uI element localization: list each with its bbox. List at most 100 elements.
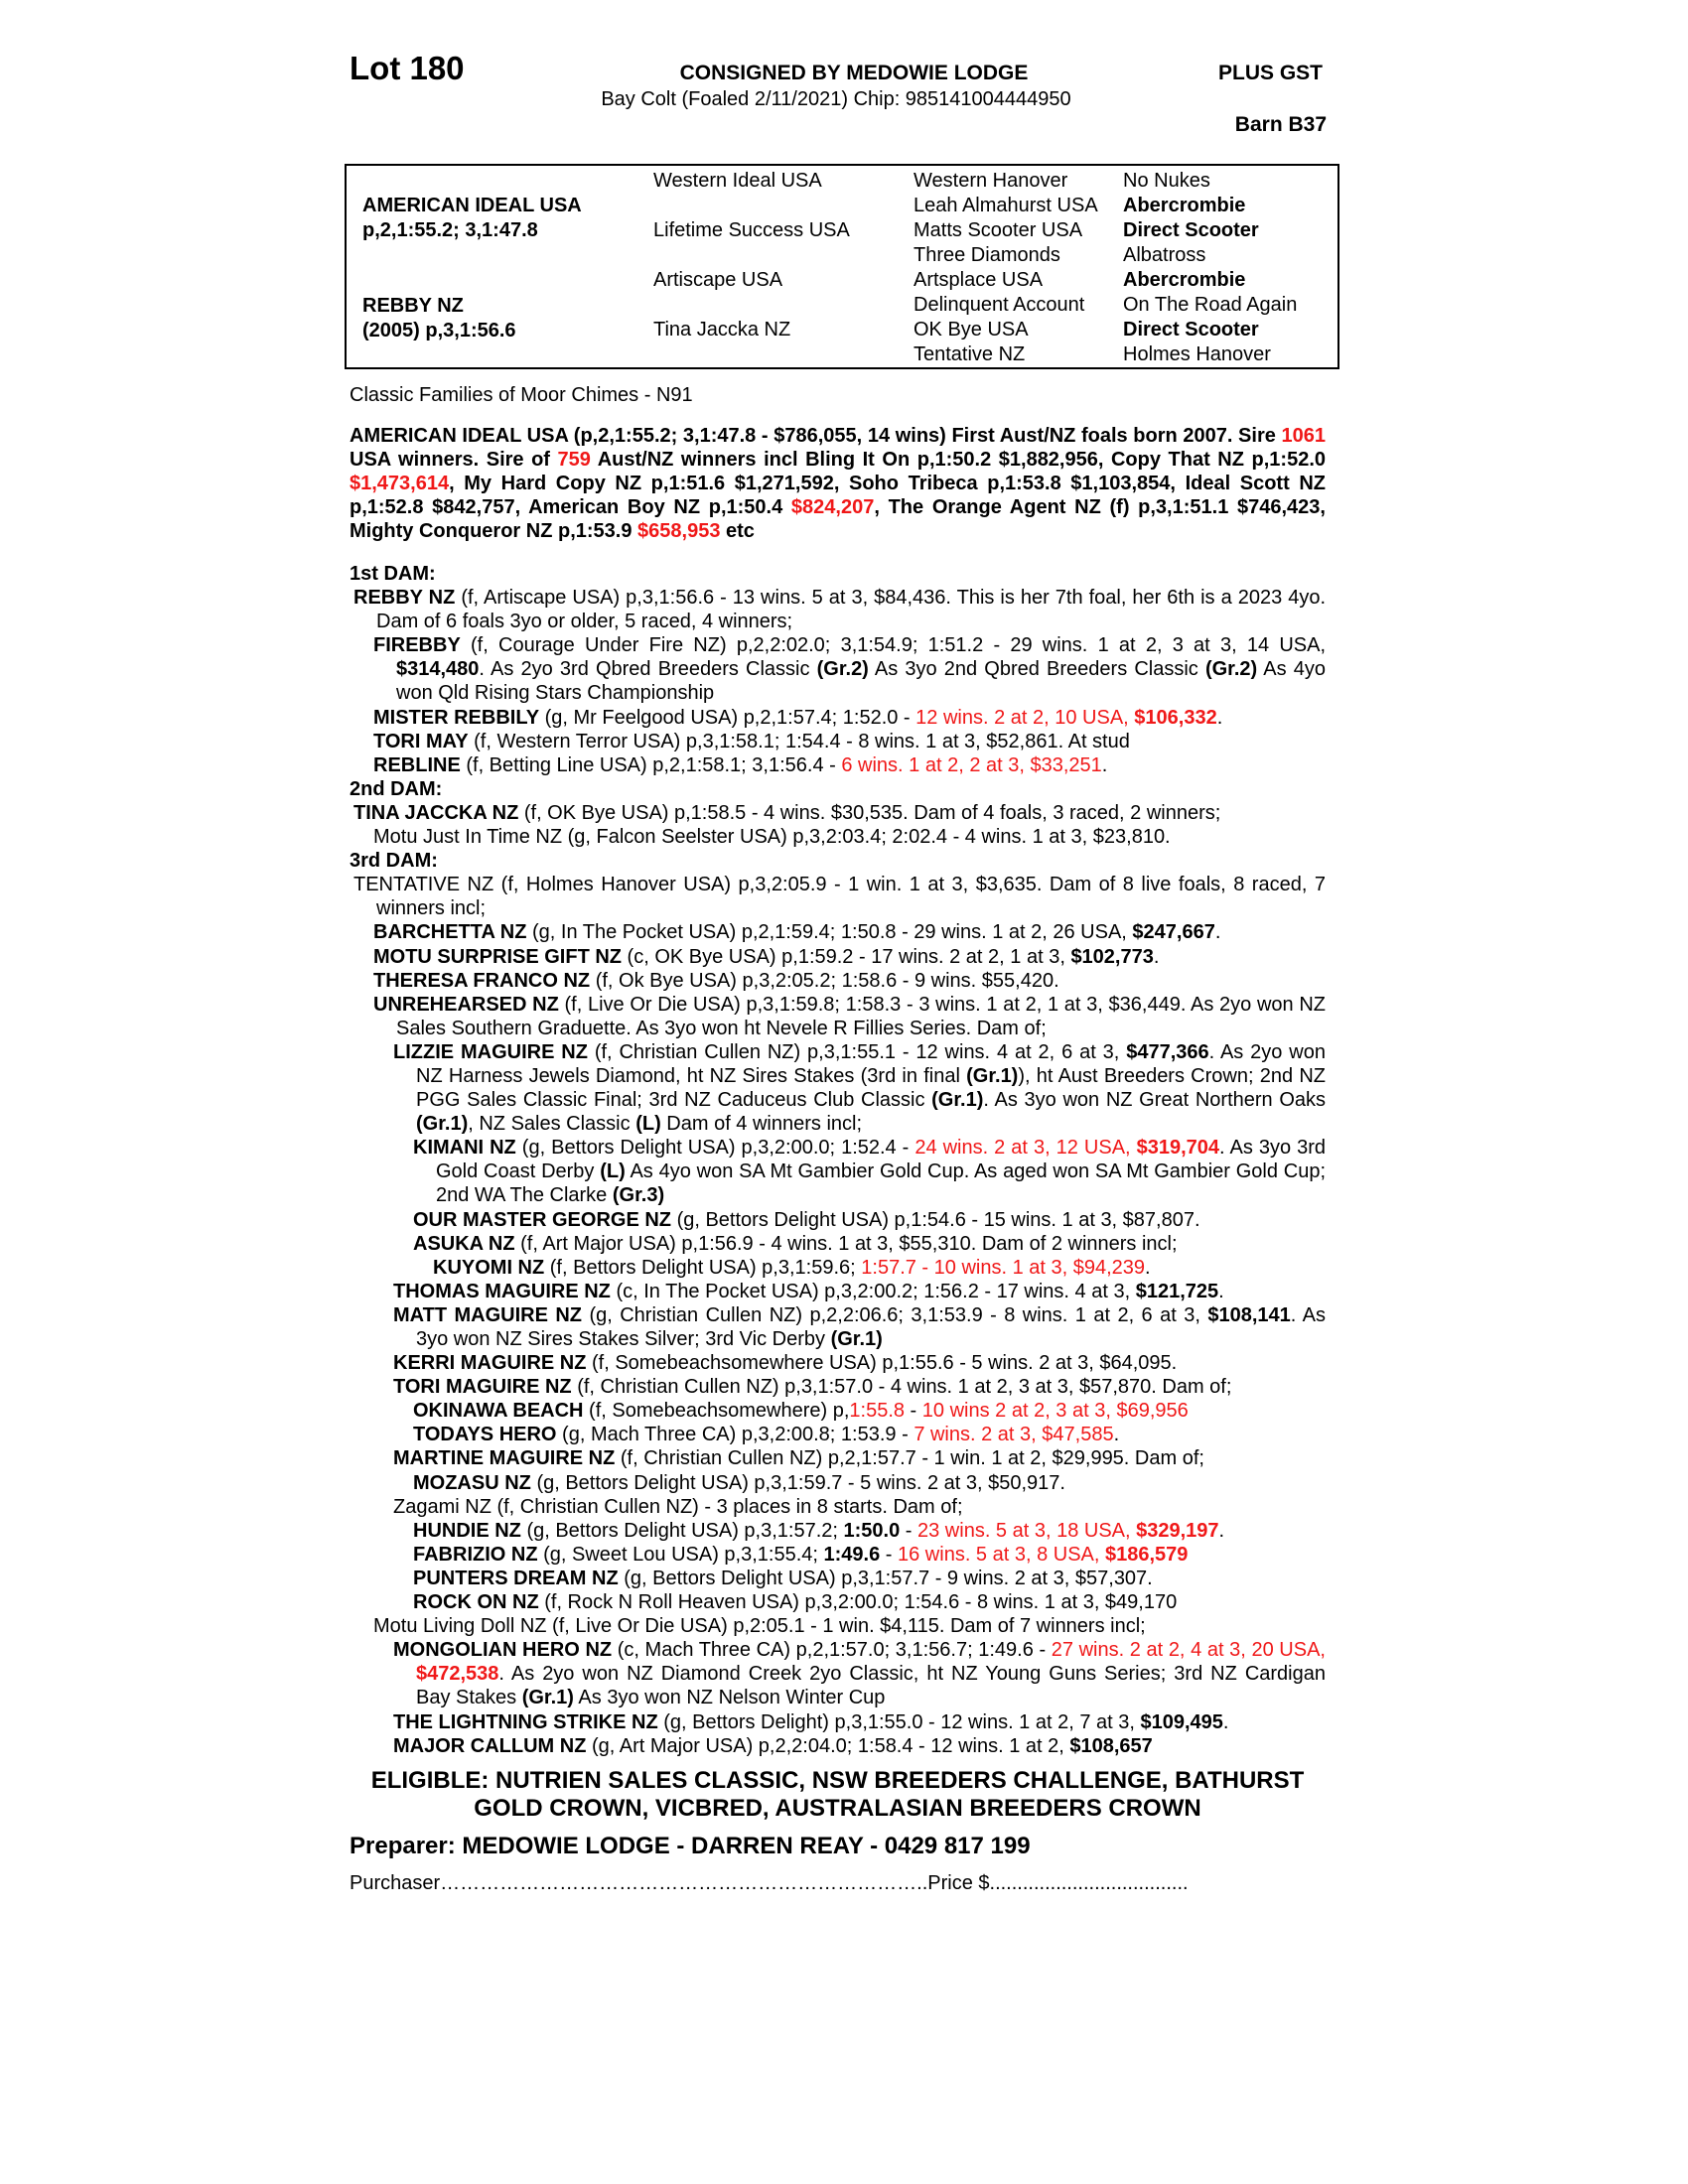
text-segment: TENTATIVE NZ (f, Holmes Hanover USA) p,3… bbox=[353, 874, 1326, 920]
pedigree-gen4-ancestor: On The Road Again bbox=[1123, 294, 1298, 316]
progeny-entry: KERRI MAGUIRE NZ (f, Somebeachsomewhere … bbox=[350, 1351, 1326, 1375]
text-segment: (g, Bettors Delight) p,3,1:55.0 - 12 win… bbox=[657, 1710, 1141, 1733]
text-segment: FIREBBY bbox=[373, 634, 461, 657]
text-segment: $658,953 bbox=[637, 520, 721, 543]
text-segment: PUNTERS DREAM NZ bbox=[413, 1567, 619, 1589]
progeny-entry: THERESA FRANCO NZ (f, Ok Bye USA) p,3,2:… bbox=[350, 969, 1326, 993]
text-segment: As 3yo 2nd Qbred Breeders Classic bbox=[868, 658, 1205, 681]
text-segment: 24 wins. 2 at 3, 12 USA, bbox=[914, 1137, 1137, 1160]
text-segment: MARTINE MAGUIRE NZ bbox=[393, 1447, 616, 1470]
price-label[interactable]: Price $.................................… bbox=[927, 1872, 1189, 1894]
text-segment: . bbox=[1153, 945, 1160, 968]
text-segment: ASUKA NZ bbox=[413, 1232, 515, 1255]
text-segment: (L) bbox=[600, 1160, 626, 1183]
progeny-entry: FIREBBY (f, Courage Under Fire NZ) p,2,2… bbox=[350, 633, 1326, 705]
text-segment: MONGOLIAN HERO NZ bbox=[393, 1639, 613, 1662]
pedigree-gen4-ancestor: Albatross bbox=[1123, 244, 1206, 266]
text-segment: 7 wins. 2 at 3, $47,585 bbox=[914, 1424, 1114, 1446]
pedigree-grandparent: Tina Jaccka NZ bbox=[653, 319, 791, 341]
progeny-entry: REBLINE (f, Betting Line USA) p,2,1:58.1… bbox=[350, 753, 1326, 777]
pedigree-great-grandparent: Three Diamonds bbox=[914, 244, 1060, 266]
text-segment: . As 2yo 3rd Qbred Breeders Classic bbox=[479, 658, 817, 681]
pedigree-gen4-ancestor: Holmes Hanover bbox=[1123, 343, 1271, 365]
text-segment: . As 3yo 3rd Gold Coast Derby bbox=[436, 1137, 1327, 1183]
text-segment: (f, Somebeachsomewhere) p, bbox=[583, 1400, 850, 1423]
text-segment: 1061 bbox=[1281, 425, 1327, 447]
progeny-entry: TORI MAY (f, Western Terror USA) p,3,1:5… bbox=[350, 730, 1326, 753]
text-segment: 23 wins. 5 at 3, 18 USA, bbox=[917, 1519, 1137, 1542]
text-segment: TORI MAY bbox=[373, 730, 469, 752]
text-segment: 1:57.7 - 10 wins. 1 at 3, $94,239 bbox=[861, 1256, 1146, 1279]
text-segment: (Gr.1) bbox=[931, 1089, 984, 1112]
text-segment: MATT MAGUIRE NZ bbox=[393, 1303, 583, 1326]
text-segment: KIMANI NZ bbox=[413, 1137, 516, 1160]
text-segment: KERRI MAGUIRE NZ bbox=[393, 1352, 587, 1375]
pedigree-great-grandparent: OK Bye USA bbox=[914, 319, 1029, 341]
text-segment: (g, Art Major USA) p,2,2:04.0; 1:58.4 - … bbox=[586, 1734, 1070, 1757]
text-segment: (f, Courage Under Fire NZ) p,2,2:02.0; 3… bbox=[460, 634, 1326, 657]
text-segment: (g, Mr Feelgood USA) p,2,1:57.4; 1:52.0 … bbox=[539, 706, 916, 729]
text-segment: (g, Christian Cullen NZ) p,2,2:06.6; 3,1… bbox=[582, 1303, 1208, 1326]
text-segment: (L) bbox=[635, 1113, 661, 1136]
text-segment: . bbox=[1218, 1280, 1224, 1302]
text-segment: (f, Bettors Delight USA) p,3,1:59.6; bbox=[544, 1256, 862, 1279]
text-segment: (f, Rock N Roll Heaven USA) p,3,2:00.0; … bbox=[538, 1591, 1178, 1614]
progeny-entry: BARCHETTA NZ (g, In The Pocket USA) p,2,… bbox=[350, 920, 1326, 944]
text-segment: $186,579 bbox=[1105, 1543, 1189, 1566]
text-segment: 1:55.8 bbox=[849, 1400, 905, 1423]
text-segment: ), ht Aust Breeders Crown; 2nd NZ PGG Sa… bbox=[416, 1064, 1326, 1112]
text-segment: $121,725 bbox=[1135, 1280, 1219, 1302]
text-segment: (g, Bettors Delight USA) p,3,1:57.2; bbox=[520, 1519, 844, 1542]
text-segment: - bbox=[880, 1543, 898, 1566]
pedigree-gen4-ancestor: Direct Scooter bbox=[1123, 319, 1259, 341]
progeny-entry: TENTATIVE NZ (f, Holmes Hanover USA) p,3… bbox=[350, 873, 1326, 920]
text-segment: . As 3yo won NZ Great Northern Oaks bbox=[983, 1089, 1327, 1112]
pedigree-great-grandparent: Western Hanover bbox=[914, 170, 1068, 192]
progeny-entry: MOTU SURPRISE GIFT NZ (c, OK Bye USA) p,… bbox=[350, 945, 1326, 969]
text-segment: $824,207 bbox=[790, 496, 875, 519]
text-segment: (g, In The Pocket USA) p,2,1:59.4; 1:50.… bbox=[526, 921, 1133, 944]
progeny-entry: KUYOMI NZ (f, Bettors Delight USA) p,3,1… bbox=[350, 1256, 1326, 1280]
text-segment: 27 wins. 2 at 2, 4 at 3, 20 USA, bbox=[1051, 1639, 1326, 1662]
text-segment: - bbox=[900, 1519, 917, 1542]
text-segment: UNREHEARSED NZ bbox=[373, 993, 559, 1016]
text-segment: (c, In The Pocket USA) p,3,2:00.2; 1:56.… bbox=[610, 1280, 1136, 1302]
text-segment: , My Hard Copy NZ p,1:51.6 $1,271,592, S… bbox=[350, 473, 1326, 519]
progeny-entry: MONGOLIAN HERO NZ (c, Mach Three CA) p,2… bbox=[350, 1638, 1326, 1709]
text-segment: (f, Somebeachsomewhere USA) p,1:55.6 - 5… bbox=[586, 1352, 1178, 1375]
text-segment: OUR MASTER GEORGE NZ bbox=[413, 1208, 672, 1231]
text-segment: $102,773 bbox=[1070, 945, 1154, 968]
eligible-text: ELIGIBLE: NUTRIEN SALES CLASSIC, NSW BRE… bbox=[370, 1767, 1305, 1822]
dam-heading: 3rd DAM: bbox=[350, 850, 438, 873]
text-segment: THERESA FRANCO NZ bbox=[373, 969, 591, 992]
family-line: Classic Families of Moor Chimes - N91 bbox=[350, 384, 693, 406]
text-segment: 1:50.0 bbox=[843, 1519, 901, 1542]
dam-record: (2005) p,3,1:56.6 bbox=[362, 320, 516, 341]
text-segment: AMERICAN IDEAL USA (p,2,1:55.2; 3,1:47.8… bbox=[350, 425, 1282, 447]
text-segment: (Gr.2) bbox=[1204, 658, 1258, 681]
progeny-entry: UNREHEARSED NZ (f, Live Or Die USA) p,3,… bbox=[350, 993, 1326, 1040]
text-segment: (Gr.1) bbox=[521, 1687, 574, 1709]
text-segment: . As 2yo won NZ Diamond Creek 2yo Classi… bbox=[416, 1663, 1326, 1709]
pedigree-great-grandparent: Leah Almahurst USA bbox=[914, 195, 1098, 216]
pedigree-gen4-ancestor: Abercrombie bbox=[1123, 195, 1246, 216]
purchaser-label[interactable]: Purchaser……………………………………………………………….. bbox=[350, 1872, 928, 1894]
progeny-entry: ROCK ON NZ (f, Rock N Roll Heaven USA) p… bbox=[350, 1590, 1326, 1614]
text-segment: 12 wins. 2 at 2, 10 USA, bbox=[915, 706, 1135, 729]
text-segment: (f, Christian Cullen NZ) p,3,1:55.1 - 12… bbox=[587, 1040, 1127, 1063]
progeny-entry: Motu Just In Time NZ (g, Falcon Seelster… bbox=[350, 825, 1326, 849]
text-segment: (g, Bettors Delight USA) p,3,2:00.0; 1:5… bbox=[515, 1137, 915, 1160]
text-segment: . bbox=[1218, 1519, 1225, 1542]
text-segment: Aust/NZ winners incl Bling It On p,1:50.… bbox=[590, 449, 1326, 472]
text-segment: LIZZIE MAGUIRE NZ bbox=[393, 1040, 588, 1063]
text-segment: REBLINE bbox=[373, 753, 461, 776]
text-segment: (f, Betting Line USA) p,2,1:58.1; 3,1:56… bbox=[460, 753, 842, 776]
text-segment: TODAYS HERO bbox=[413, 1424, 557, 1446]
text-segment: (f, Ok Bye USA) p,3,2:05.2; 1:58.6 - 9 w… bbox=[590, 969, 1059, 992]
text-segment: $106,332 bbox=[1134, 706, 1217, 729]
text-segment: $329,197 bbox=[1136, 1519, 1219, 1542]
purchaser-line: Purchaser………………………………………………………………..Price… bbox=[350, 1872, 1189, 1895]
preparer-text: Preparer: MEDOWIE LODGE - DARREN REAY - … bbox=[350, 1833, 1031, 1859]
progeny-entry: MARTINE MAGUIRE NZ (f, Christian Cullen … bbox=[350, 1446, 1326, 1470]
sire-name: AMERICAN IDEAL USA bbox=[362, 195, 582, 216]
